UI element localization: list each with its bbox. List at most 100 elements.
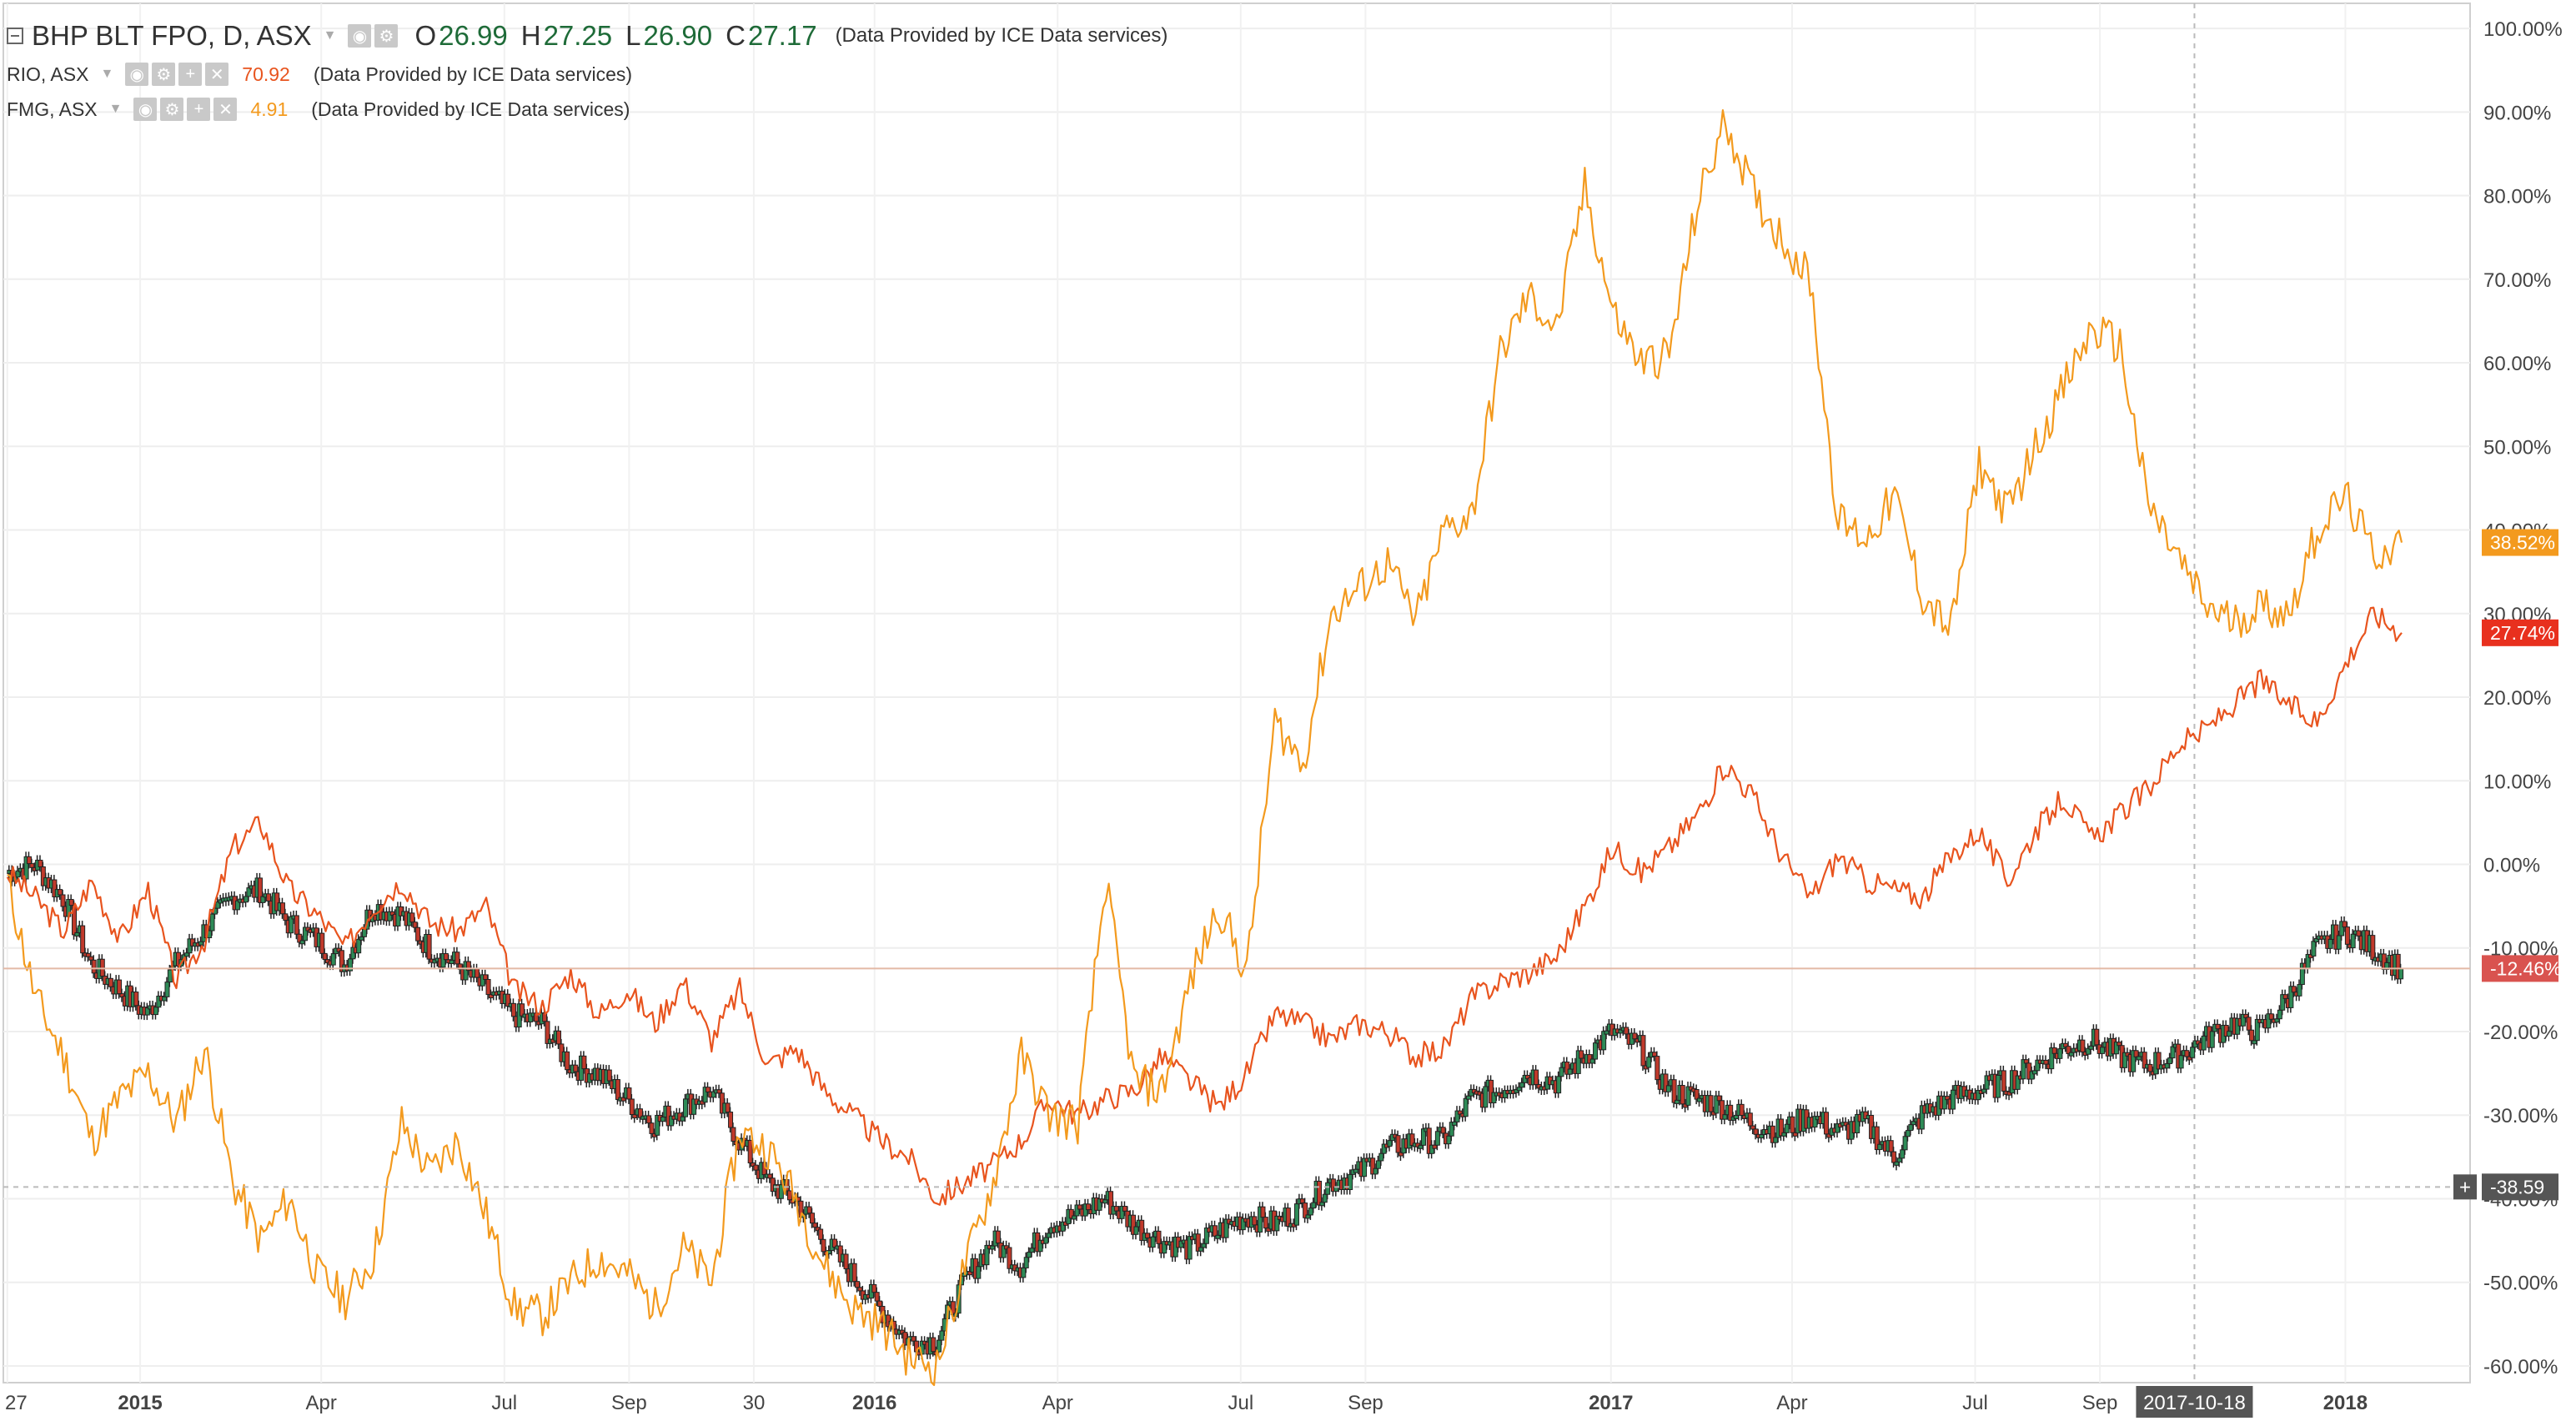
candle-body: [2311, 941, 2317, 957]
series-line-fmg: [7, 109, 2403, 1387]
candle-body: [1150, 1236, 1156, 1248]
candle-body: [1951, 1089, 1956, 1110]
fmg-value: 4.91: [250, 98, 289, 120]
candle-body: [2051, 1047, 2057, 1054]
x-axis: 27 2015 Apr Jul Sep 30 2016 Apr Jul Sep 2017 Apr Jul…: [5, 1386, 2368, 1418]
x-tick-label: Apr: [306, 1392, 337, 1414]
candle-body: [1319, 1202, 1325, 1207]
candle-body: [1593, 1042, 1599, 1060]
rio-provider-note: (Data Provided by ICE Data services): [313, 63, 633, 85]
candle-body: [1432, 1144, 1438, 1149]
candle-body: [855, 1281, 861, 1288]
candle-body: [330, 953, 336, 966]
candle-body: [806, 1206, 812, 1214]
chevron-down-icon[interactable]: ▼: [108, 102, 123, 116]
candle-body: [1007, 1247, 1012, 1269]
x-tick-label: Jul: [1962, 1392, 1988, 1414]
plus-icon[interactable]: +: [187, 98, 211, 121]
candle-body: [1747, 1112, 1753, 1127]
crosshair-value-label: -38.59: [2490, 1176, 2544, 1198]
rio-symbol[interactable]: RIO, ASX: [7, 63, 89, 85]
candle-body: [294, 915, 299, 935]
candle-body: [289, 916, 294, 934]
eye-icon[interactable]: ◉: [348, 24, 372, 48]
candle-body: [2299, 962, 2305, 986]
candle-body: [1778, 1118, 1784, 1137]
candle-body: [1722, 1114, 1728, 1120]
y-tick-label: 90.00%: [2483, 102, 2551, 124]
candle-body: [646, 1115, 652, 1124]
eye-icon[interactable]: ◉: [125, 63, 149, 86]
candle-body: [279, 902, 285, 915]
candle-body: [1601, 1031, 1607, 1051]
candle-body: [1305, 1214, 1311, 1219]
candle-body: [133, 992, 139, 1007]
candle-body: [1685, 1086, 1691, 1106]
candle-body: [1378, 1152, 1384, 1162]
candle-body: [1144, 1233, 1150, 1238]
y-tick-label: -20.00%: [2483, 1022, 2558, 1044]
candle-body: [2100, 1047, 2106, 1054]
candle-body: [683, 1098, 689, 1117]
candle-body: [2398, 968, 2404, 980]
main-symbol-title[interactable]: BHP BLT FPO, D, ASX: [32, 20, 312, 51]
gear-icon[interactable]: ⚙: [152, 63, 176, 86]
candle-body: [821, 1238, 826, 1253]
candle-body: [58, 889, 63, 896]
legend-row-fmg[interactable]: FMG, ASX ▼ ◉ ⚙ + ✕ 4.91 (Data Provided b…: [7, 92, 1167, 127]
gear-icon[interactable]: ⚙: [374, 24, 399, 48]
bhp-candles: [7, 851, 2404, 1360]
open-label: O: [414, 20, 437, 51]
candle-body: [1046, 1233, 1052, 1238]
candle-body: [2344, 926, 2350, 945]
candle-body: [1311, 1202, 1317, 1209]
candle-body: [1790, 1116, 1795, 1133]
x-tick-label: 30: [743, 1392, 766, 1414]
candle-body: [117, 979, 123, 995]
candle-body: [2246, 1017, 2252, 1031]
y-tick-label: 60.00%: [2483, 353, 2551, 375]
candle-body: [606, 1069, 612, 1082]
collapse-icon[interactable]: [7, 28, 23, 44]
legend-row-rio[interactable]: RIO, ASX ▼ ◉ ⚙ + ✕ 70.92 (Data Provided …: [7, 57, 1167, 92]
candle-body: [1759, 1134, 1765, 1139]
candle-body: [1322, 1193, 1328, 1203]
candle-body: [1716, 1095, 1722, 1102]
chevron-down-icon[interactable]: ▼: [323, 28, 337, 43]
candle-body: [1589, 1058, 1595, 1064]
candle-body: [984, 1244, 990, 1266]
close-icon[interactable]: ✕: [213, 98, 238, 121]
candle-body: [299, 940, 305, 945]
candle-body: [2164, 1062, 2170, 1069]
rio-last-label-bg: [2482, 619, 2558, 646]
legend-main-row[interactable]: BHP BLT FPO, D, ASX ▼ ◉ ⚙ O 26.99 H 27.25 …: [7, 15, 1167, 57]
candle-body: [356, 938, 362, 954]
candle-body: [2001, 1070, 2006, 1092]
candle-body: [877, 1300, 883, 1307]
candle-body: [1516, 1087, 1522, 1092]
candle-body: [615, 1079, 620, 1100]
candle-body: [409, 912, 415, 923]
candle-body: [359, 936, 364, 941]
candle-body: [2094, 1028, 2100, 1046]
candle-body: [939, 1330, 945, 1341]
candle-body: [818, 1228, 824, 1240]
gear-icon[interactable]: ⚙: [160, 98, 184, 121]
candle-body: [283, 913, 289, 921]
fmg-symbol[interactable]: FMG, ASX: [7, 98, 98, 120]
candle-body: [950, 1301, 956, 1315]
series-line-rio: [6, 606, 2403, 1206]
candle-body: [1446, 1135, 1452, 1145]
y-tick-label: 100.00%: [2483, 18, 2563, 41]
close-icon[interactable]: ✕: [205, 63, 229, 86]
candle-body: [706, 1087, 711, 1092]
plus-icon[interactable]: +: [178, 63, 203, 86]
eye-icon[interactable]: ◉: [133, 98, 158, 121]
candle-body: [545, 1021, 550, 1044]
chevron-down-icon[interactable]: ▼: [100, 67, 114, 81]
candle-body: [1043, 1237, 1049, 1244]
candle-body: [1023, 1257, 1029, 1268]
candle-body: [716, 1089, 722, 1094]
candle-body: [936, 1339, 942, 1353]
